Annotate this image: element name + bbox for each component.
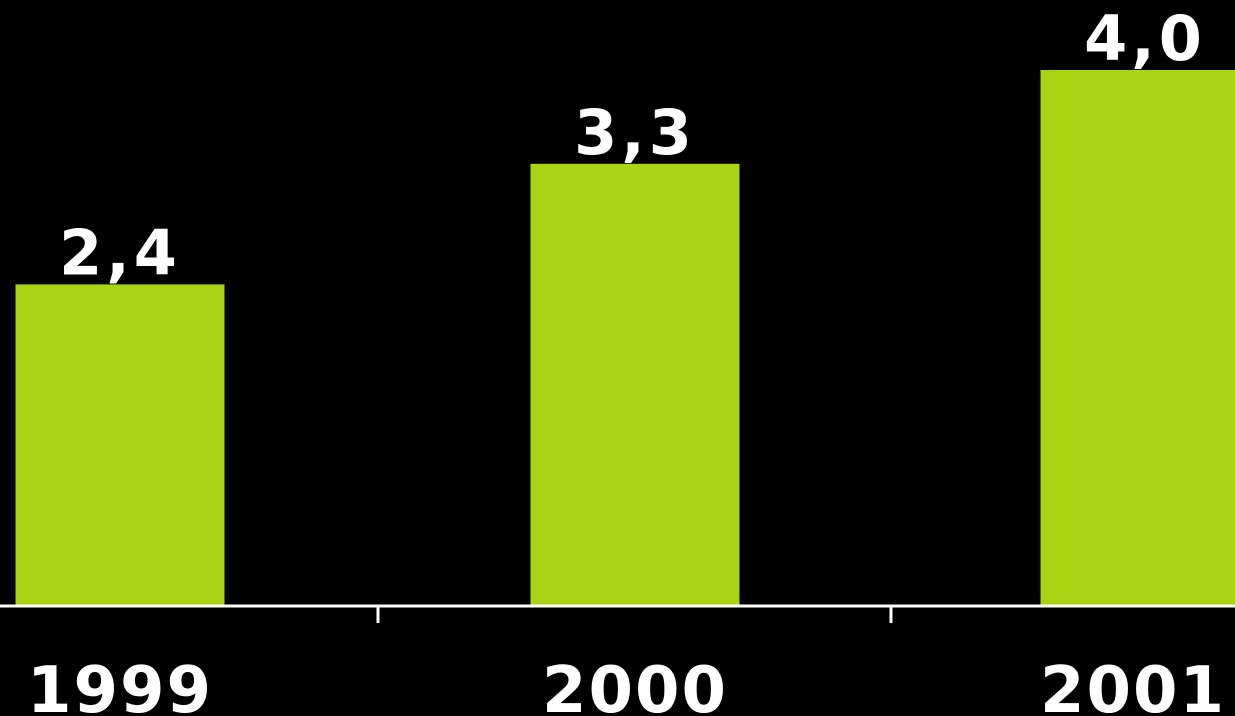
x-tick-label-2000: 2000 [542, 654, 728, 716]
bars-group [15, 70, 1235, 607]
value-label-1999: 2,4 [59, 216, 181, 289]
value-label-2001: 4,0 [1084, 2, 1206, 75]
x-tick-label-1999: 1999 [27, 654, 213, 716]
bar-2000 [530, 163, 740, 607]
value-label-2000: 3,3 [574, 96, 696, 169]
bar-2001 [1040, 70, 1235, 606]
x-axis [0, 604, 1235, 623]
x-tick-label-2001: 2001 [1040, 654, 1226, 716]
bar-1999 [15, 284, 225, 606]
tick-labels-group: 1999 2000 2001 [27, 654, 1226, 716]
value-labels-group: 2,4 3,3 4,0 [59, 2, 1206, 289]
